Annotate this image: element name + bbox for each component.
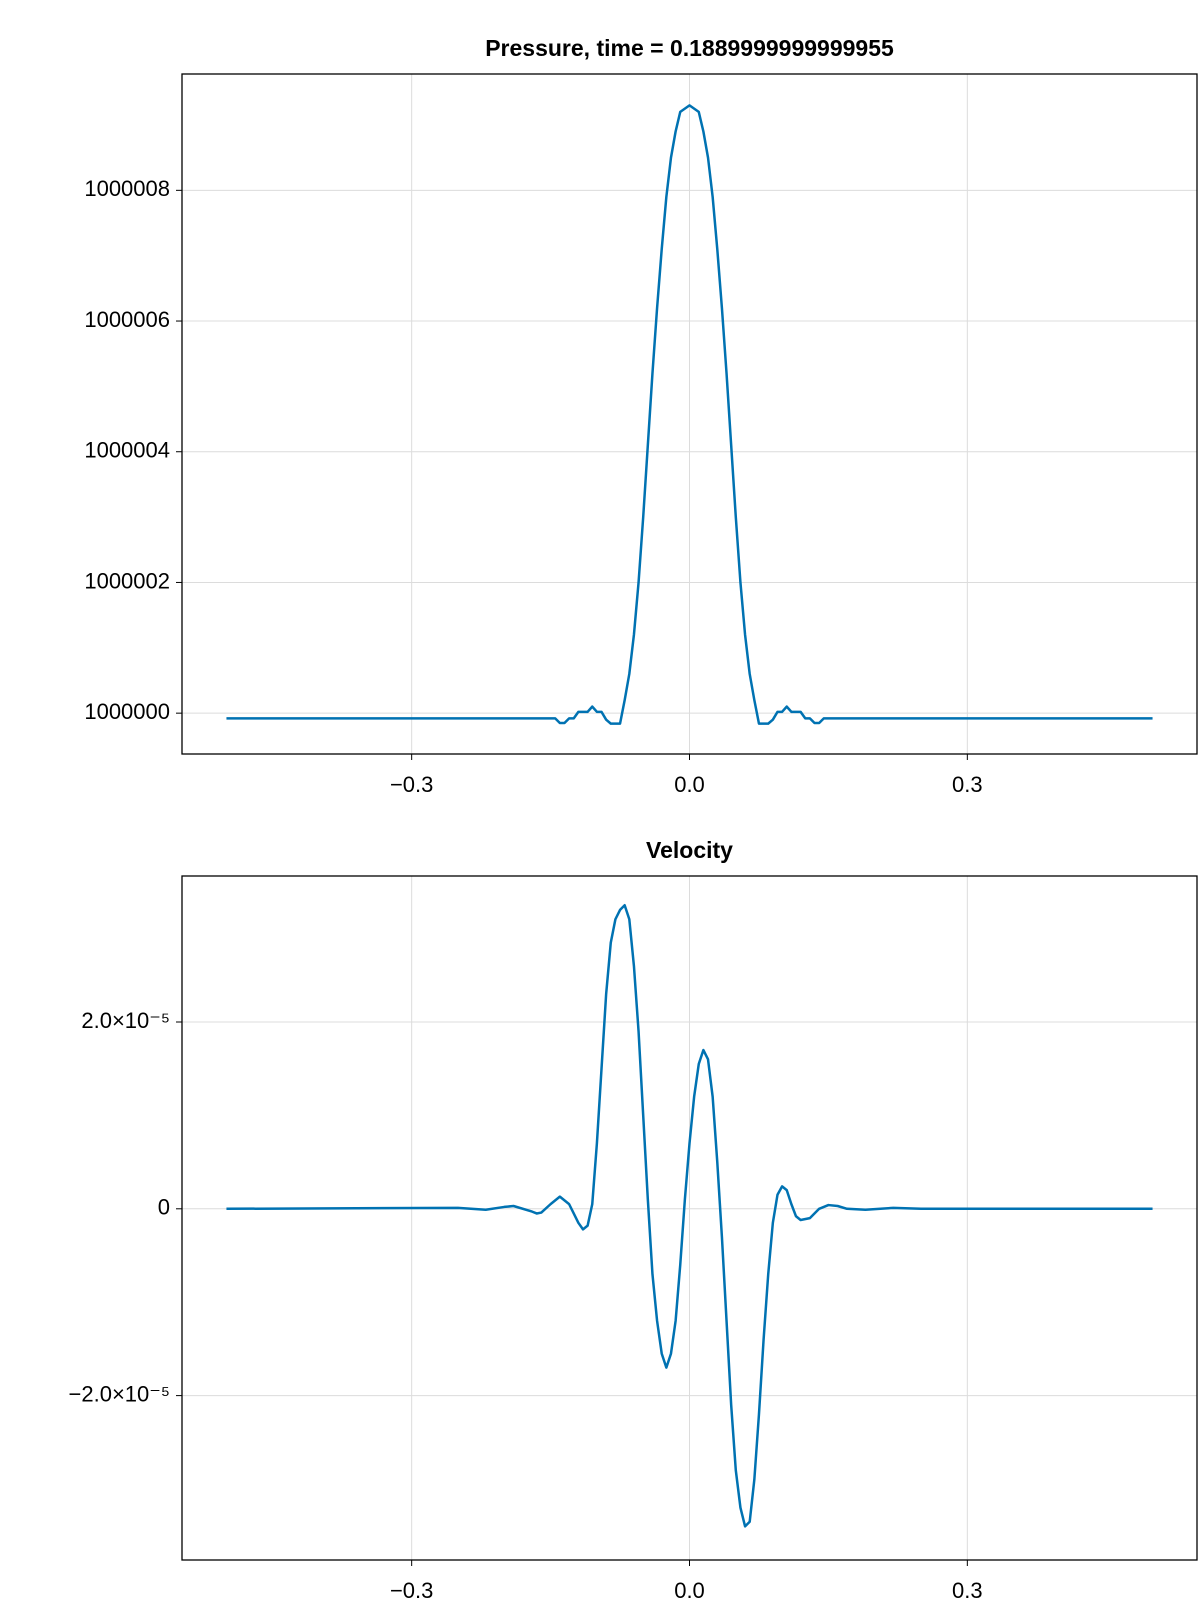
chart-title: Pressure, time = 0.1889999999999955 bbox=[485, 35, 894, 61]
x-tick-label: 0.3 bbox=[952, 1578, 983, 1600]
y-tick-label: 2.0×10⁻⁵ bbox=[81, 1008, 170, 1033]
data-line bbox=[226, 903, 1153, 1528]
axes-frame bbox=[181, 73, 1198, 755]
y-tick-label: 1000000 bbox=[84, 699, 170, 724]
y-tick-label: 1000006 bbox=[84, 307, 170, 332]
x-tick-label: 0.3 bbox=[952, 772, 983, 797]
y-tick-label: 1000002 bbox=[84, 568, 170, 593]
axes-frame bbox=[181, 875, 1198, 1561]
chart-title: Velocity bbox=[646, 837, 733, 863]
x-tick-label: −0.3 bbox=[390, 772, 433, 797]
y-tick-label: −2.0×10⁻⁵ bbox=[69, 1381, 170, 1406]
x-tick-label: 0.0 bbox=[674, 1578, 705, 1600]
y-tick-label: 0 bbox=[158, 1195, 170, 1220]
y-tick-label: 1000008 bbox=[84, 176, 170, 201]
x-tick-label: 0.0 bbox=[674, 772, 705, 797]
x-tick-label: −0.3 bbox=[390, 1578, 433, 1600]
y-tick-label: 1000004 bbox=[84, 438, 170, 463]
data-line bbox=[226, 104, 1153, 725]
